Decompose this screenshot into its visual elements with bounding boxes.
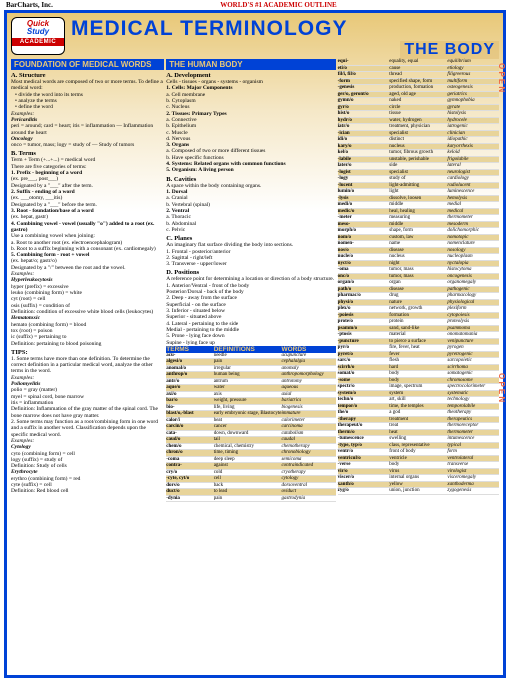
publisher: BarCharts, Inc. bbox=[6, 1, 53, 9]
terms-table-2: equi-equality, equalequilibriumeti/ocaus… bbox=[338, 59, 499, 495]
terms-table-1: acu-needleacupuncturealgesi/opaincephala… bbox=[166, 353, 335, 503]
edge-open-bot: O P E N bbox=[497, 373, 506, 402]
col-terms2: equi-equality, equalequilibriumeti/ocaus… bbox=[338, 59, 499, 502]
table-row: -dyniapaingastrodynia bbox=[166, 496, 335, 503]
sec-humanbody-head: THE HUMAN BODY bbox=[166, 59, 335, 70]
edge-open-top: O P E N bbox=[497, 63, 506, 92]
sec-foundation-head: FOUNDATION OF MEDICAL WORDS bbox=[11, 59, 164, 70]
title-sub: THE BODY bbox=[400, 41, 499, 59]
txt: Most medical words are composed of two o… bbox=[11, 79, 164, 92]
title-main: MEDICAL TERMINOLOGY bbox=[71, 17, 499, 41]
a-structure: A. Structure bbox=[11, 72, 164, 79]
col-foundation: FOUNDATION OF MEDICAL WORDS A. Structure… bbox=[11, 59, 164, 502]
table-row: zyg/ounion, junctionzygogenesis bbox=[338, 488, 499, 495]
terms-header: TERMSDEFINITIONSWORDS bbox=[166, 346, 335, 353]
quickstudy-badge: QuickStudyACADEMIC bbox=[11, 17, 65, 55]
tagline: WORLD'S #1 ACADEMIC OUTLINE bbox=[220, 1, 337, 9]
col-humanbody: THE HUMAN BODY A. Development Cells - ti… bbox=[166, 59, 335, 502]
page: O P E N O P E N QuickStudyACADEMIC MEDIC… bbox=[4, 10, 506, 678]
